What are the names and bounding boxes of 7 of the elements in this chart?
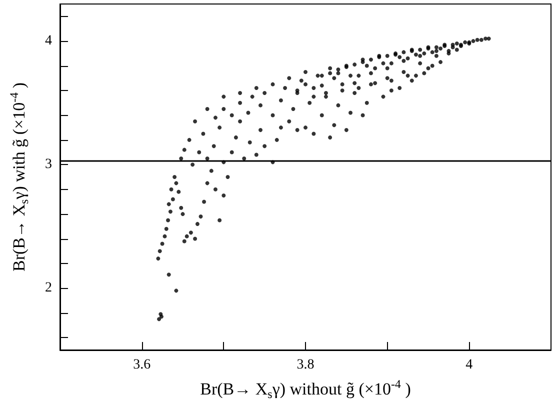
- y-tick-label: 3: [45, 157, 52, 172]
- x-tick-label: 4: [466, 358, 473, 372]
- y-tick-label: 2: [45, 280, 52, 296]
- x-tick-label: 3.6: [133, 358, 151, 372]
- y-tick-label: 4: [45, 34, 52, 49]
- y-axis-title: Br(B→ Xsγ) with g̃ (×10-4 ): [7, 82, 31, 272]
- x-tick-label: 3.8: [296, 358, 314, 372]
